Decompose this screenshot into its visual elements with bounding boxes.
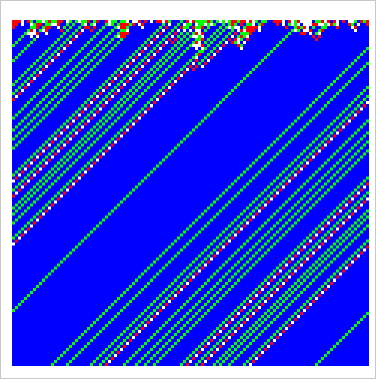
automaton-pattern <box>12 20 369 366</box>
automaton-canvas <box>12 20 369 366</box>
